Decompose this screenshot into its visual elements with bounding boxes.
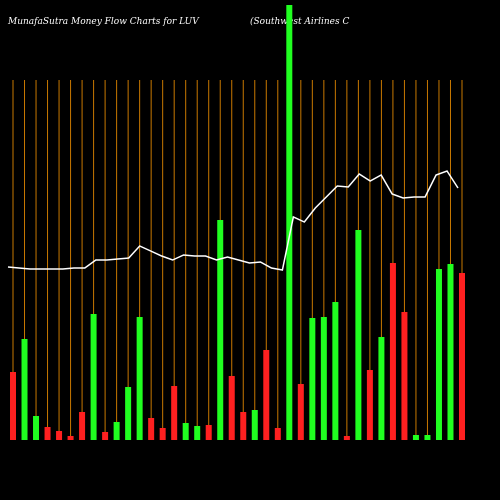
- bar: [320, 317, 327, 440]
- bar: [33, 416, 40, 440]
- bar: [205, 425, 212, 440]
- bar: [274, 428, 281, 440]
- price-line: [7, 170, 459, 271]
- bar: [297, 384, 304, 440]
- bar: [10, 372, 16, 440]
- bar: [332, 302, 339, 440]
- bar: [125, 387, 132, 440]
- bar: [113, 422, 120, 440]
- bar: [182, 423, 189, 440]
- bar: [378, 337, 385, 440]
- bar: [309, 318, 316, 440]
- bar: [171, 386, 178, 440]
- bar: [355, 230, 362, 440]
- bar: [102, 432, 109, 440]
- bar: [44, 427, 51, 440]
- bar: [401, 312, 408, 440]
- bar: [343, 436, 350, 440]
- bar: [67, 436, 74, 440]
- bar: [286, 5, 293, 440]
- bar: [447, 264, 454, 440]
- bar: [263, 350, 270, 440]
- bar: [366, 370, 373, 440]
- chart-subtitle: (Southwest Airlines C: [250, 16, 349, 27]
- bar: [412, 435, 419, 440]
- bar: [424, 435, 431, 440]
- bar: [228, 376, 235, 440]
- bar: [217, 220, 224, 440]
- bar: [21, 339, 28, 440]
- bar: [159, 428, 166, 440]
- bar: [389, 263, 396, 440]
- bar: [240, 412, 247, 440]
- chart-title: MunafaSutra Money Flow Charts for LUV: [7, 17, 200, 27]
- bar: [435, 269, 442, 440]
- bar: [194, 426, 201, 440]
- bar: [251, 410, 258, 440]
- bar: [90, 314, 97, 440]
- bar: [459, 273, 465, 440]
- bar: [79, 412, 86, 440]
- bar: [56, 431, 63, 440]
- bar: [136, 317, 143, 440]
- bar: [148, 418, 155, 440]
